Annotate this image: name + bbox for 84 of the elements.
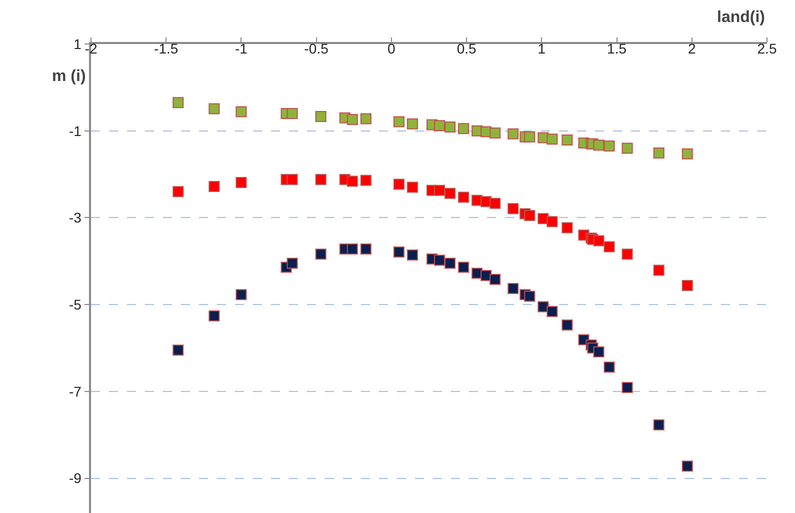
point (315, 174, 326, 185)
point (172, 344, 184, 356)
point (458, 192, 470, 203)
point (208, 103, 220, 114)
point (360, 113, 372, 124)
point (315, 111, 326, 122)
point (508, 128, 519, 140)
point (172, 97, 184, 108)
point (622, 248, 633, 260)
x-tick-label: 0 (388, 40, 396, 57)
point (653, 264, 664, 276)
point (458, 262, 470, 273)
y-tick-label: -9 (68, 470, 82, 486)
point (406, 250, 418, 261)
point (508, 203, 519, 214)
x-tick-label: 2.5 (757, 40, 777, 57)
x-tick-label: 2 (688, 40, 696, 57)
x-tick-label: -2 (84, 40, 98, 57)
point (490, 128, 501, 139)
point (172, 186, 184, 198)
point (236, 289, 247, 300)
point (393, 178, 404, 190)
point (546, 134, 558, 145)
point (604, 362, 615, 373)
point (524, 290, 536, 302)
x-tick-label: -0.5 (304, 40, 329, 57)
point (315, 248, 326, 260)
point (444, 258, 456, 269)
point (434, 254, 446, 266)
point (682, 460, 693, 472)
point (346, 243, 358, 254)
x-tick-label: -1.5 (154, 40, 178, 57)
point (622, 142, 633, 154)
y-axis-title: m (i) (52, 68, 86, 85)
point (393, 246, 404, 258)
point (346, 114, 358, 126)
y-tick-label: -1 (68, 122, 82, 139)
point (286, 174, 298, 185)
point (524, 131, 536, 142)
point (593, 140, 604, 151)
x-axis-title: land(i) (717, 9, 765, 26)
point (524, 210, 536, 222)
point (406, 118, 418, 130)
point (490, 198, 501, 209)
point (444, 121, 456, 132)
x-tick-label: 1.5 (607, 40, 627, 57)
point (538, 301, 549, 312)
point (236, 177, 247, 188)
point (286, 258, 298, 269)
point (406, 182, 418, 193)
point (434, 120, 446, 132)
y-tick-label: -3 (68, 210, 82, 226)
point (604, 140, 615, 152)
point (360, 174, 372, 186)
point (593, 235, 604, 246)
point (562, 319, 573, 330)
point (546, 306, 558, 317)
point (393, 116, 404, 128)
x-tick-label: 1 (538, 40, 546, 57)
point (508, 282, 519, 294)
point (562, 134, 573, 146)
point (490, 274, 501, 285)
point (360, 243, 372, 254)
point (682, 280, 693, 291)
x-tick-label: 0.5 (456, 40, 476, 57)
point (434, 184, 446, 196)
point (653, 419, 664, 430)
point (444, 188, 456, 199)
point (562, 222, 573, 234)
x-tick-label: -1 (234, 40, 248, 57)
point (346, 176, 358, 187)
point (208, 310, 220, 322)
y-tick-label: -5 (68, 296, 82, 312)
y-tick-label: -7 (68, 383, 82, 400)
point (208, 180, 220, 192)
point (653, 148, 664, 158)
point (286, 108, 298, 119)
point (604, 241, 615, 252)
point (593, 346, 604, 358)
point (682, 148, 693, 160)
point (622, 382, 633, 393)
point (458, 123, 470, 134)
point (236, 106, 247, 118)
point (546, 216, 558, 228)
